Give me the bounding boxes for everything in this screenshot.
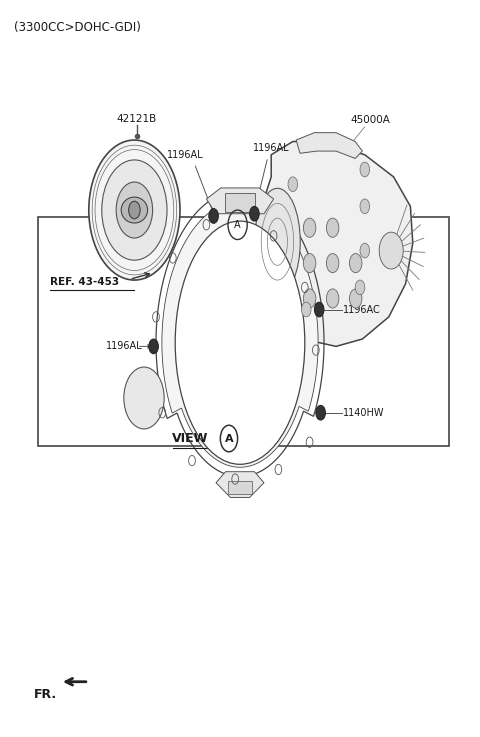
Text: 1196AL: 1196AL [106,341,142,352]
Circle shape [116,182,153,238]
Text: 42121B: 42121B [117,113,157,124]
Text: 45000A: 45000A [350,115,390,125]
Circle shape [314,302,324,317]
Circle shape [360,199,370,214]
Ellipse shape [254,189,300,296]
Circle shape [355,280,365,295]
Circle shape [316,405,325,420]
Text: (3300CC>DOHC-GDI): (3300CC>DOHC-GDI) [14,21,141,34]
Ellipse shape [175,221,305,464]
Circle shape [301,302,311,317]
Text: 1196AL: 1196AL [167,150,203,160]
Polygon shape [206,188,274,214]
Text: FR.: FR. [34,688,57,702]
Circle shape [326,218,339,237]
Circle shape [379,232,403,269]
Polygon shape [162,201,318,467]
Circle shape [360,243,370,258]
Circle shape [102,160,167,260]
Polygon shape [216,472,264,497]
Text: VIEW: VIEW [172,432,209,445]
Circle shape [349,289,362,308]
Circle shape [129,201,140,219]
Bar [38,217,449,446]
Polygon shape [254,142,413,346]
Text: 1196AL: 1196AL [253,142,289,153]
Circle shape [303,254,316,273]
Circle shape [89,140,180,280]
Circle shape [209,209,218,223]
Circle shape [326,289,339,308]
Circle shape [124,367,164,429]
Text: A: A [225,433,233,444]
Circle shape [326,254,339,273]
Bar [228,481,252,494]
Circle shape [349,254,362,273]
Text: 1196AC: 1196AC [343,304,381,315]
Circle shape [288,177,298,192]
Circle shape [303,218,316,237]
Circle shape [250,206,259,221]
Bar [225,193,255,212]
Circle shape [360,162,370,177]
Ellipse shape [121,197,148,223]
Text: A: A [234,220,241,230]
Circle shape [149,339,158,354]
Circle shape [303,289,316,308]
Polygon shape [296,133,362,158]
Text: REF. 43-453: REF. 43-453 [50,276,120,287]
Text: 1140HW: 1140HW [343,408,384,418]
